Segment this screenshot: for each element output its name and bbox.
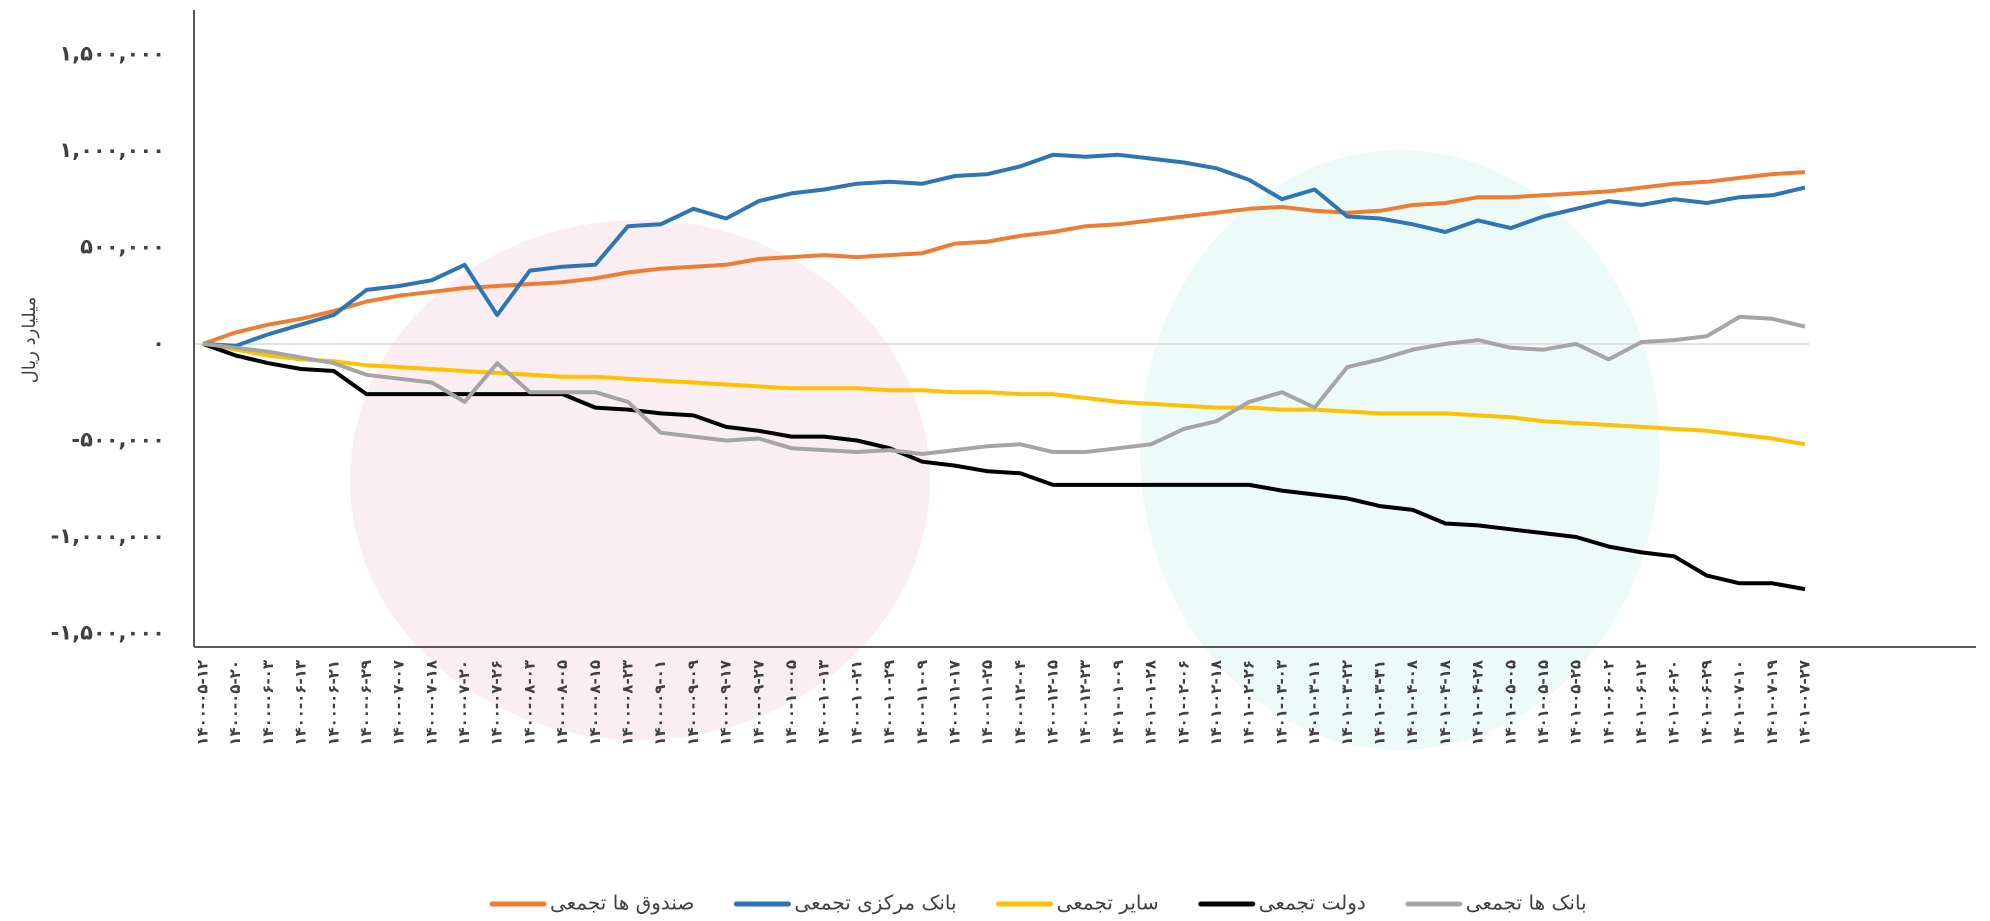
- x-tick-label: ۱۴۰۱-۰۴-۲۸: [1469, 660, 1487, 746]
- x-tick-label: ۱۴۰۰-۰۸-۰۵: [553, 660, 571, 746]
- x-tick-label: ۱۴۰۰-۰۹-۰۱: [651, 660, 669, 746]
- chart: میلیارد ریال -۱,۵۰۰,۰۰۰ -۱,۰۰۰,۰۰۰ -۵۰۰,۰۰…: [0, 0, 1990, 921]
- x-tick-label: ۱۴۰۱-۰۷-۱۹: [1763, 660, 1781, 746]
- x-tick-label: ۱۴۰۱-۰۳-۰۳: [1272, 660, 1290, 746]
- x-tick-label: ۱۴۰۰-۰۸-۰۳: [520, 660, 538, 746]
- x-tick-label: ۱۴۰۱-۰۴-۰۸: [1403, 660, 1421, 746]
- x-tick-label: ۱۴۰۰-۰۹-۱۷: [717, 660, 735, 746]
- x-tick-label: ۱۴۰۱-۰۲-۱۸: [1207, 660, 1225, 746]
- x-tick-label: ۱۴۰۱-۰۵-۱۵: [1534, 660, 1552, 746]
- legend-label: دولت تجمعی: [1259, 891, 1366, 915]
- x-tick-label: ۱۴۰۰-۰۹-۰۹: [684, 660, 702, 746]
- x-tick-label: ۱۴۰۰-۰۶-۲۹: [357, 660, 375, 746]
- x-tick-label: ۱۴۰۱-۰۱-۰۹: [1109, 660, 1127, 746]
- x-tick-label: ۱۴۰۰-۰۶-۲۱: [324, 660, 342, 746]
- x-tick-label: ۱۴۰۱-۰۶-۲۰: [1665, 660, 1683, 746]
- x-tick-label: ۱۴۰۰-۰۸-۱۵: [586, 660, 604, 746]
- x-tick-label: ۱۴۰۱-۰۶-۱۲: [1632, 660, 1650, 746]
- x-tick-label: ۱۴۰۰-۱۲-۱۵: [1044, 660, 1062, 746]
- x-tick-label: ۱۴۰۰-۰۷-۰۷: [390, 660, 408, 746]
- x-tick-label: ۱۴۰۰-۰۷-۱۸: [422, 660, 440, 746]
- x-tick-label: ۱۴۰۱-۰۲-۲۶: [1240, 660, 1258, 746]
- x-tick-label: ۱۴۰۱-۰۵-۲۵: [1567, 660, 1585, 746]
- x-tick-label: ۱۴۰۱-۰۳-۱۱: [1305, 660, 1323, 746]
- x-tick-label: ۱۴۰۰-۱۲-۰۴: [1011, 660, 1029, 746]
- y-tick-label: ۱,۵۰۰,۰۰۰: [59, 41, 165, 65]
- x-tick-label: ۱۴۰۱-۰۶-۰۲: [1599, 660, 1617, 746]
- legend-label: سایر تجمعی: [1057, 891, 1159, 915]
- y-tick-label: -۱,۵۰۰,۰۰۰: [51, 620, 165, 644]
- legend-label: بانک مرکزی تجمعی: [794, 891, 956, 915]
- y-tick-label: ۰: [152, 331, 165, 355]
- y-axis-title: میلیارد ریال: [19, 297, 40, 384]
- x-tick-label: ۱۴۰۰-۱۰-۰۵: [782, 660, 800, 746]
- x-tick-label: ۱۴۰۱-۰۱-۲۸: [1142, 660, 1160, 746]
- x-tick-label: ۱۴۰۰-۰۸-۲۳: [619, 660, 637, 746]
- x-tick-label: ۱۴۰۰-۱۰-۲۱: [847, 660, 865, 746]
- x-tick-label: ۱۴۰۱-۰۷-۲۷: [1796, 660, 1814, 746]
- x-tick-label: ۱۴۰۰-۱۱-۲۵: [978, 660, 996, 746]
- x-tick-label: ۱۴۰۱-۰۵-۰۵: [1501, 660, 1519, 746]
- y-tick-label: -۵۰۰,۰۰۰: [71, 427, 165, 451]
- x-tick-label: ۱۴۰۱-۰۳-۳۱: [1370, 660, 1388, 746]
- x-tick-label: ۱۴۰۰-۰۶-۱۳: [292, 660, 310, 746]
- x-tick-label: ۱۴۰۰-۰۹-۲۷: [749, 660, 767, 746]
- x-tick-label: ۱۴۰۱-۰۲-۰۶: [1174, 660, 1192, 746]
- x-tick-label: ۱۴۰۰-۰۷-۲۶: [488, 660, 506, 746]
- y-tick-label: ۱,۰۰۰,۰۰۰: [59, 138, 165, 162]
- x-tick-label: ۱۴۰۰-۱۱-۱۷: [945, 660, 963, 746]
- x-tick-label: ۱۴۰۰-۱۰-۱۳: [815, 660, 833, 746]
- x-tick-label: ۱۴۰۰-۱۱-۰۹: [913, 660, 931, 746]
- x-tick-label: ۱۴۰۱-۰۴-۱۸: [1436, 660, 1454, 746]
- x-tick-label: ۱۴۰۰-۰۶-۰۳: [259, 660, 277, 746]
- x-tick-label: ۱۴۰۰-۰۷-۲۰: [455, 660, 473, 746]
- x-tick-label: ۱۴۰۰-۱۰-۲۹: [880, 660, 898, 746]
- x-tick-label: ۱۴۰۱-۰۳-۲۲: [1338, 660, 1356, 746]
- x-tick-label: ۱۴۰۰-۰۵-۱۲: [194, 660, 212, 746]
- legend-label: صندوق ها تجمعی: [550, 891, 694, 915]
- y-tick-label: -۱,۰۰۰,۰۰۰: [51, 524, 165, 548]
- x-tick-label: ۱۴۰۱-۰۷-۱۰: [1730, 660, 1748, 746]
- x-tick-label: ۱۴۰۱-۰۶-۲۹: [1697, 660, 1715, 746]
- x-tick-label: ۱۴۰۰-۰۵-۲۰: [226, 660, 244, 746]
- legend-label: بانک ها تجمعی: [1466, 891, 1587, 915]
- y-tick-label: ۵۰۰,۰۰۰: [80, 234, 165, 258]
- x-tick-label: ۱۴۰۰-۱۲-۲۳: [1076, 660, 1094, 746]
